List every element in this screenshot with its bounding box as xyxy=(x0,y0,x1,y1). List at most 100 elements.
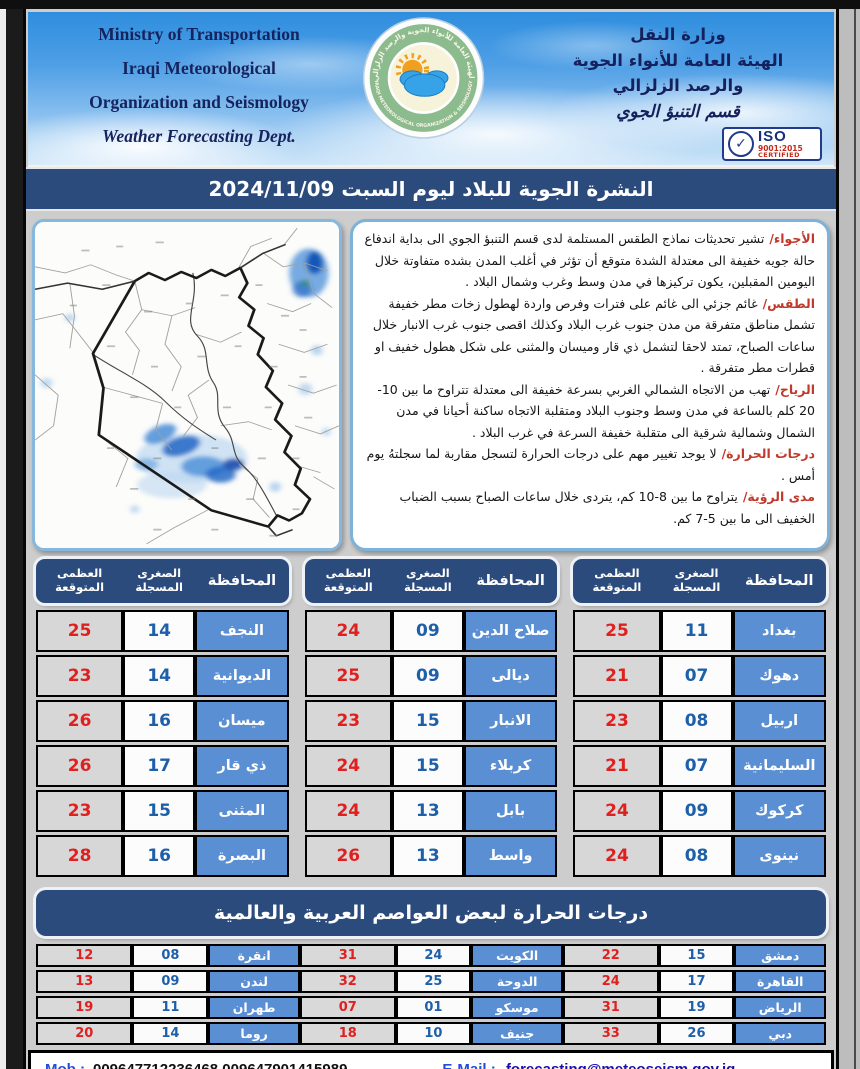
letterhead: Ministry of Transportation Iraqi Meteoro… xyxy=(28,12,834,167)
expected-max-cell: 26 xyxy=(304,835,392,877)
capital-max-cell: 07 xyxy=(299,996,396,1019)
temp-table-south: المحافظة الصغرى المسجلة العظمى المتوقعة النجف… xyxy=(35,559,289,880)
recorded-min-cell: 08 xyxy=(660,700,733,742)
organization-logo: الهيئة العامة للأنواء الجوية والرصد الزل… xyxy=(360,12,486,144)
recorded-min-cell: 09 xyxy=(391,655,464,697)
organization-logo-icon: الهيئة العامة للأنواء الجوية والرصد الزل… xyxy=(360,12,485,139)
capital-city-cell: لندن xyxy=(208,970,300,993)
forecast-label: الطقس/ xyxy=(762,295,815,311)
capital-city-cell: القاهرة xyxy=(734,970,826,993)
capital-min-cell: 26 xyxy=(658,1022,735,1045)
col-header-recorded-min: الصغرى المسجلة xyxy=(392,566,464,595)
bulletin-page: Ministry of Transportation Iraqi Meteoro… xyxy=(23,9,839,1069)
temp-table-north: المحافظة الصغرى المسجلة العظمى المتوقعة بغداد… xyxy=(573,559,826,880)
governorate-cell: المثنى xyxy=(195,790,289,832)
min-header-line2: المسجلة xyxy=(135,580,183,594)
capitals-temperature-table: دمشق 15 22 الكويت 24 31 انقرة 08 12 القاهرة 17 24 ال… xyxy=(36,944,826,1045)
temp-table-header: المحافظة الصغرى المسجلة العظمى المتوقعة xyxy=(35,559,289,603)
min-header-line1: الصغرى xyxy=(137,566,182,581)
max-header-line2: المتوقعة xyxy=(323,580,373,594)
recorded-min-cell: 15 xyxy=(391,745,464,787)
capital-city-cell: دمشق xyxy=(734,944,826,967)
table-row: ذي قار 17 26 xyxy=(36,745,289,787)
recorded-min-cell: 13 xyxy=(391,835,464,877)
letterhead-english: Ministry of Transportation Iraqi Meteoro… xyxy=(44,24,354,160)
forecast-label: الأجواء/ xyxy=(769,231,815,246)
col-header-expected-max: العظمى المتوقعة xyxy=(573,566,660,595)
capital-min-cell: 15 xyxy=(658,944,735,967)
min-header-line2: المسجلة xyxy=(672,580,721,594)
governorate-cell: نينوى xyxy=(732,835,826,877)
recorded-min-cell: 07 xyxy=(660,745,733,787)
capitals-row: الرياض 19 31 موسكو 01 07 طهران 11 19 xyxy=(36,996,826,1019)
capital-min-cell: 25 xyxy=(395,970,472,993)
max-header-line1: العظمى xyxy=(594,566,640,581)
expected-max-cell: 23 xyxy=(304,700,392,742)
expected-max-cell: 24 xyxy=(304,745,392,787)
table-row: صلاح الدين 09 24 xyxy=(304,610,558,652)
governorate-cell: بابل xyxy=(463,790,558,832)
governorate-cell: صلاح الدين xyxy=(463,610,558,652)
email-link[interactable]: forecasting@meteoseism.gov.iq xyxy=(506,1061,735,1069)
table-row: الانبار 15 23 xyxy=(304,700,558,742)
table-row: ميسان 16 26 xyxy=(36,700,289,742)
capital-max-cell: 20 xyxy=(36,1022,133,1045)
table-row: بابل 13 24 xyxy=(304,790,558,832)
iso-certified-label: CERTIFIED xyxy=(758,151,800,160)
recorded-min-cell: 15 xyxy=(123,790,196,832)
org-line-2: Organization and Seismology xyxy=(89,92,309,112)
governorate-cell: ذي قار xyxy=(195,745,289,787)
recorded-min-cell: 15 xyxy=(391,700,464,742)
capital-max-cell: 33 xyxy=(562,1022,659,1045)
recorded-min-cell: 09 xyxy=(660,790,733,832)
ministry-line: Ministry of Transportation xyxy=(98,24,300,44)
expected-max-cell: 24 xyxy=(573,790,661,832)
capital-max-cell: 19 xyxy=(36,996,133,1019)
governorate-cell: ميسان xyxy=(195,700,289,742)
capital-max-cell: 22 xyxy=(562,944,659,967)
capital-city-cell: الدوحة xyxy=(471,970,563,993)
mobile-numbers: 009647712236468 009647901415989 xyxy=(93,1061,347,1069)
capital-max-cell: 31 xyxy=(299,944,396,967)
forecast-text: تشير تحديثات نماذج الطقس المستلمة لدى قس… xyxy=(364,231,815,289)
governorate-cell: النجف xyxy=(195,610,289,652)
capital-city-cell: دبي xyxy=(734,1022,826,1045)
capital-max-cell: 24 xyxy=(562,970,659,993)
forecast-label: درجات الحرارة/ xyxy=(721,446,815,461)
table-row: بغداد 11 25 xyxy=(573,610,826,652)
max-header-line1: العظمى xyxy=(56,566,103,581)
governorate-cell: ديالى xyxy=(463,655,558,697)
col-header-expected-max: العظمى المتوقعة xyxy=(305,566,392,595)
governorate-cell: بغداد xyxy=(732,610,826,652)
recorded-min-cell: 09 xyxy=(391,610,464,652)
iso-check-icon: ✓ xyxy=(728,131,754,157)
governorate-cell: السليمانية xyxy=(732,745,826,787)
letterhead-arabic: وزارة النقل الهيئة العامة للأنواء الجوية… xyxy=(548,22,808,125)
email-label: E-Mail : xyxy=(442,1061,495,1069)
capital-min-cell: 10 xyxy=(395,1022,472,1045)
scan-edge-right xyxy=(839,9,860,1069)
expected-max-cell: 26 xyxy=(36,745,124,787)
forecast-section-weather: الطقس/غائم جزئي الى غائم على فترات وفرص … xyxy=(363,293,815,379)
expected-max-cell: 21 xyxy=(573,745,661,787)
capital-min-cell: 24 xyxy=(395,944,472,967)
table-row: ديالى 09 25 xyxy=(304,655,558,697)
expected-max-cell: 25 xyxy=(573,610,661,652)
min-header-line1: الصغرى xyxy=(674,566,719,581)
capital-min-cell: 11 xyxy=(132,996,209,1019)
col-header-recorded-min: الصغرى المسجلة xyxy=(661,566,733,595)
col-header-governorate: المحافظة xyxy=(207,573,277,589)
expected-max-cell: 23 xyxy=(573,700,661,742)
recorded-min-cell: 14 xyxy=(123,610,196,652)
capital-max-cell: 18 xyxy=(299,1022,396,1045)
scan-edge-dark xyxy=(6,9,23,1069)
forecast-section-wind: الرياح/تهب من الاتجاه الشمالي الغربي بسر… xyxy=(363,379,815,444)
scan-edge-right-line xyxy=(854,9,856,1069)
expected-max-cell: 28 xyxy=(36,835,124,877)
temp-table-header: المحافظة الصغرى المسجلة العظمى المتوقعة xyxy=(304,559,558,603)
table-row: نينوى 08 24 xyxy=(573,835,826,877)
temp-table-central: المحافظة الصغرى المسجلة العظمى المتوقعة صلاح … xyxy=(304,559,558,880)
expected-max-cell: 23 xyxy=(36,655,124,697)
main-content-row: الأجواء/تشير تحديثات نماذج الطقس المستلم… xyxy=(26,211,836,553)
capital-city-cell: جنيف xyxy=(471,1022,563,1045)
